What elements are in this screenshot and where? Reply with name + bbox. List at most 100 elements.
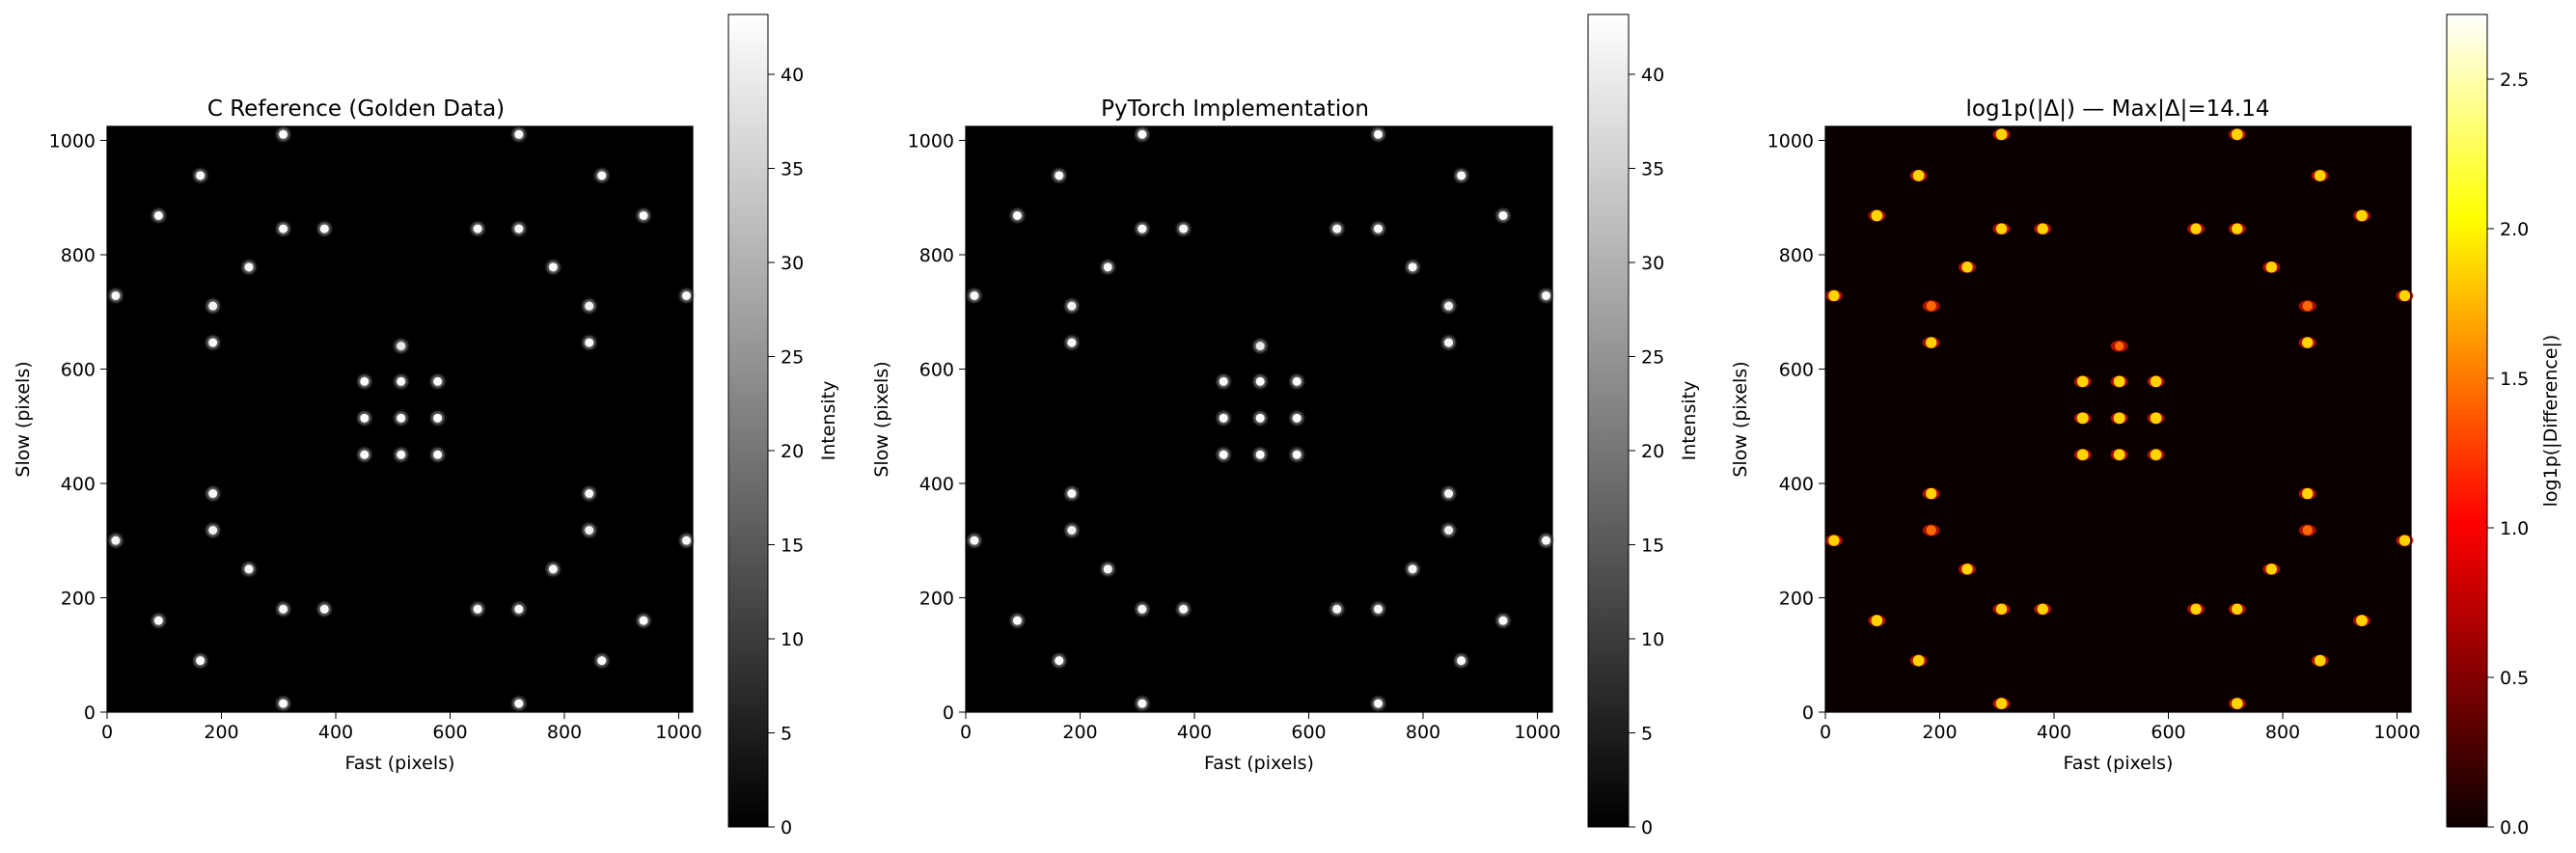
x-axis: 0 200 400 600 800 1000 Fast (pixels) [960, 712, 1561, 774]
intensity-spot [1374, 699, 1383, 708]
intensity-spot [1103, 262, 1112, 272]
difference-spot [1925, 487, 1937, 500]
intensity-spot [473, 604, 482, 614]
difference-spot [1995, 603, 2008, 615]
x-tick: 1000 [655, 712, 702, 743]
cb-tick: 2.5 [2487, 69, 2529, 91]
intensity-spot [1067, 489, 1077, 499]
difference-spot [2076, 375, 2089, 388]
intensity-spot [1541, 536, 1550, 545]
cb-tick: 20 [768, 441, 804, 462]
x-tick-label: 1000 [1514, 722, 1560, 743]
intensity-spot [397, 342, 406, 351]
y-tick: 0 [84, 702, 107, 724]
cb-tick-label: 10 [1641, 629, 1664, 650]
colorbar-label: log1p(|Difference|) [2540, 335, 2562, 508]
x-tick-label: 200 [1062, 722, 1097, 743]
panel-pytorch: PyTorch Implementation 0 200 400 600 800… [871, 14, 1700, 839]
x-tick-label: 800 [547, 722, 582, 743]
axes-frame [106, 125, 694, 713]
intensity-spot [1498, 616, 1508, 625]
intensity-spot [1408, 564, 1417, 574]
difference-spot [1926, 300, 1936, 312]
y-tick: 600 [61, 360, 107, 381]
intensity-spot [970, 290, 979, 300]
y-tick-label: 1000 [1768, 131, 1814, 152]
intensity-spot [1012, 210, 1022, 220]
cb-tick: 0.5 [2487, 668, 2529, 689]
cb-tick: 30 [768, 253, 804, 274]
difference-spot [2113, 412, 2125, 425]
x-tick-label: 600 [432, 722, 467, 743]
difference-spot [2150, 449, 2162, 461]
intensity-spot [397, 413, 406, 423]
cb-tick: 40 [768, 65, 804, 86]
y-tick: 1000 [1768, 131, 1825, 152]
x-tick: 0 [960, 712, 972, 743]
cb-tick-label: 2.5 [2500, 69, 2529, 91]
intensity-spot [1179, 224, 1189, 234]
y-tick-label: 800 [1779, 245, 1814, 266]
intensity-spot [548, 564, 558, 574]
x-tick: 1000 [2373, 712, 2421, 743]
y-tick-label: 0 [943, 702, 954, 724]
x-tick-label: 600 [2151, 722, 2185, 743]
intensity-spot [681, 536, 691, 545]
cb-tick: 0 [1629, 817, 1653, 839]
panel-title: C Reference (Golden Data) [207, 96, 505, 122]
y-tick-label: 0 [1802, 702, 1814, 724]
colorbar-label: Intensity [818, 381, 839, 461]
cb-tick: 25 [1629, 347, 1664, 369]
colorbar: 0 5 10 15 20 25 30 35 40 Intensity [1587, 14, 1700, 839]
y-axis-label: Slow (pixels) [871, 361, 892, 477]
cb-tick: 15 [768, 536, 804, 557]
x-tick-label: 200 [204, 722, 238, 743]
difference-spot [2265, 261, 2278, 273]
y-tick: 800 [61, 245, 107, 266]
intensity-spot [208, 301, 218, 311]
cb-tick-label: 2.0 [2500, 219, 2529, 240]
x-axis: 0 200 400 600 800 1000 Fast (pixels) [101, 712, 702, 774]
cb-tick-label: 35 [781, 159, 804, 180]
intensity-spot [1292, 413, 1302, 423]
panel-difference: log1p(|Δ|) — Max|Δ|=14.14 0 200 400 600 … [1730, 14, 2562, 839]
intensity-spot [1137, 224, 1147, 234]
intensity-spot [1137, 604, 1147, 614]
intensity-spot [514, 129, 524, 139]
intensity-spot [597, 171, 607, 180]
x-tick: 200 [1922, 712, 1958, 743]
colorbar: 0 5 10 15 20 25 30 35 40 Intensity [727, 14, 839, 839]
difference-spot [2231, 128, 2243, 141]
y-tick: 600 [919, 360, 966, 381]
cb-tick-label: 0 [781, 817, 792, 839]
difference-spot [2232, 223, 2243, 234]
x-tick: 400 [2037, 712, 2071, 743]
cb-tick-label: 1.5 [2500, 369, 2529, 390]
difference-spot [1926, 525, 1936, 536]
y-tick-label: 800 [61, 245, 96, 266]
cb-tick-label: 0.5 [2500, 668, 2529, 689]
cb-tick: 5 [768, 724, 792, 745]
intensity-spot [1219, 413, 1228, 423]
intensity-spot [279, 129, 288, 139]
intensity-spot [1444, 338, 1454, 347]
difference-spot [1961, 261, 1973, 273]
y-tick: 400 [919, 474, 966, 495]
intensity-spot [473, 224, 482, 234]
x-axis: 0 200 400 600 800 1000 Fast (pixels) [1820, 712, 2421, 774]
y-tick: 400 [61, 474, 107, 495]
cb-tick: 2.0 [2487, 219, 2529, 240]
difference-spot [2302, 487, 2314, 500]
x-tick-label: 0 [101, 722, 113, 743]
difference-spot [1995, 698, 2008, 709]
difference-spot [1995, 128, 2008, 141]
y-tick: 200 [919, 589, 966, 610]
intensity-spot [319, 224, 329, 234]
cb-tick-label: 0 [1641, 817, 1653, 839]
y-tick-label: 400 [61, 474, 96, 495]
y-axis-label: Slow (pixels) [13, 361, 34, 477]
cb-tick-label: 40 [1641, 65, 1664, 86]
intensity-spot [1457, 656, 1466, 666]
difference-spot [2302, 525, 2313, 536]
